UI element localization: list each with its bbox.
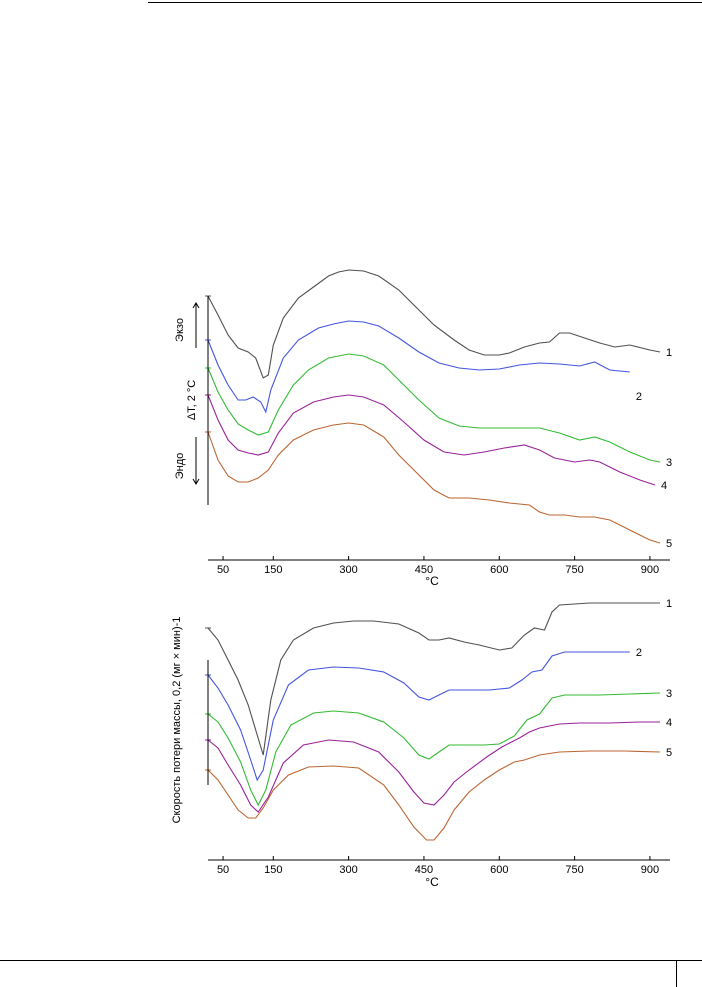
series-label-5: 5 <box>666 747 672 759</box>
series-label-1: 1 <box>666 347 672 359</box>
x-tick-label-900: 900 <box>641 864 659 876</box>
dtg-chart: 1 2 3 4 5 50 150 300 450 600 750 900 °C Скорость п… <box>171 598 672 889</box>
dtg-y-label-text: Скорость потери массы, 0,2 (мг × мин)-1 <box>171 617 183 824</box>
series-label-4: 4 <box>666 717 672 729</box>
series-line-3 <box>207 353 661 463</box>
series-label-2: 2 <box>636 647 642 659</box>
series-label-4: 4 <box>661 480 667 492</box>
x-tick-label-450: 450 <box>415 564 433 576</box>
series-line-3 <box>207 692 661 807</box>
dta-chart: 1 2 3 4 5 50 150 300 450 600 750 900 °C ΔT, 2 °C Э… <box>174 269 672 588</box>
series-label-2: 2 <box>636 391 642 403</box>
x-tick-label-50: 50 <box>217 864 229 876</box>
dta-series-group: 1 2 3 4 5 <box>205 269 672 550</box>
dta-x-axis: 50 150 300 450 600 750 900 <box>208 556 670 576</box>
x-tick-label-750: 750 <box>565 564 583 576</box>
x-tick-label-600: 600 <box>490 564 508 576</box>
dta-endo-label: Эндо <box>174 453 186 480</box>
series-line-4 <box>207 394 656 486</box>
x-tick-label-150: 150 <box>264 864 282 876</box>
series-label-3: 3 <box>666 457 672 469</box>
x-tick-label-900: 900 <box>641 564 659 576</box>
dtg-y-label: Скорость потери массы, 0,2 (мг × мин)-1 <box>171 617 183 824</box>
series-line-5 <box>207 750 661 841</box>
dta-endo-arrow <box>192 437 200 485</box>
dta-exo-arrow <box>192 302 200 348</box>
dtg-series-group: 1 2 3 4 5 <box>205 598 672 841</box>
dtg-x-axis: 50 150 300 450 600 750 900 <box>208 856 670 876</box>
x-tick-label-150: 150 <box>264 564 282 576</box>
series-line-1 <box>207 269 661 379</box>
series-label-1: 1 <box>666 598 672 610</box>
series-line-1 <box>207 602 660 756</box>
series-label-3: 3 <box>666 688 672 700</box>
series-line-5 <box>207 422 661 544</box>
header-rule <box>148 2 702 3</box>
x-tick-label-450: 450 <box>415 864 433 876</box>
x-tick-label-600: 600 <box>490 864 508 876</box>
series-label-5: 5 <box>666 538 672 550</box>
x-tick-label-300: 300 <box>339 864 357 876</box>
x-tick-label-300: 300 <box>339 564 357 576</box>
x-tick-label-50: 50 <box>217 564 229 576</box>
x-tick-label-750: 750 <box>565 864 583 876</box>
series-line-2 <box>207 651 630 782</box>
dta-exo-label: Экзо <box>174 318 186 342</box>
dtg-x-label: °C <box>425 875 439 889</box>
page-number-box <box>676 961 702 987</box>
dta-x-label: °C <box>425 574 439 588</box>
footer-rule <box>0 960 702 961</box>
series-line-4 <box>207 721 660 813</box>
series-line-2 <box>207 320 630 414</box>
dta-y-label: ΔT, 2 °C <box>186 380 198 421</box>
